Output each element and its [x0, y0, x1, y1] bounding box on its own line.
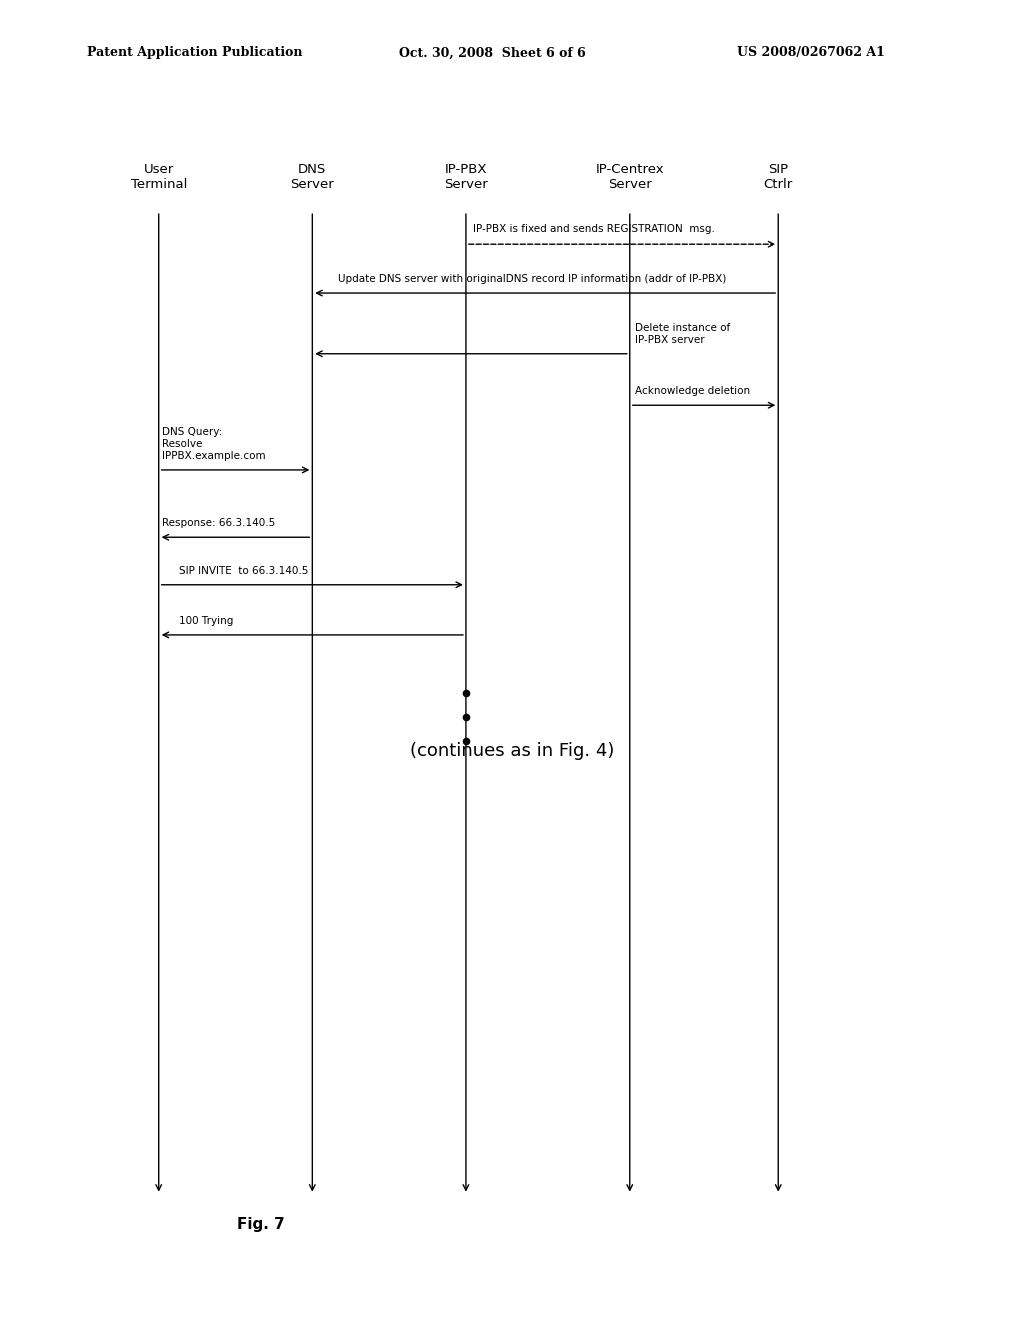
- Text: SIP
Ctrlr: SIP Ctrlr: [764, 164, 793, 191]
- Text: Oct. 30, 2008  Sheet 6 of 6: Oct. 30, 2008 Sheet 6 of 6: [399, 46, 586, 59]
- Text: Fig. 7: Fig. 7: [238, 1217, 285, 1233]
- Text: SIP INVITE  to 66.3.140.5: SIP INVITE to 66.3.140.5: [179, 565, 308, 576]
- Text: Patent Application Publication: Patent Application Publication: [87, 46, 302, 59]
- Text: 100 Trying: 100 Trying: [179, 615, 233, 626]
- Text: DNS Query:
Resolve
IPPBX.example.com: DNS Query: Resolve IPPBX.example.com: [162, 428, 265, 461]
- Text: Delete instance of
IP-PBX server: Delete instance of IP-PBX server: [635, 323, 730, 345]
- Text: Response: 66.3.140.5: Response: 66.3.140.5: [162, 517, 275, 528]
- Text: DNS
Server: DNS Server: [291, 164, 334, 191]
- Text: IP-PBX is fixed and sends REGISTRATION  msg.: IP-PBX is fixed and sends REGISTRATION m…: [473, 223, 715, 234]
- Text: (continues as in Fig. 4): (continues as in Fig. 4): [410, 742, 614, 760]
- Text: User
Terminal: User Terminal: [130, 164, 187, 191]
- Text: US 2008/0267062 A1: US 2008/0267062 A1: [737, 46, 885, 59]
- Text: Acknowledge deletion: Acknowledge deletion: [635, 385, 750, 396]
- Text: IP-Centrex
Server: IP-Centrex Server: [595, 164, 665, 191]
- Text: Update DNS server with originalDNS record IP information (addr of IP-PBX): Update DNS server with originalDNS recor…: [338, 273, 726, 284]
- Text: IP-PBX
Server: IP-PBX Server: [444, 164, 487, 191]
